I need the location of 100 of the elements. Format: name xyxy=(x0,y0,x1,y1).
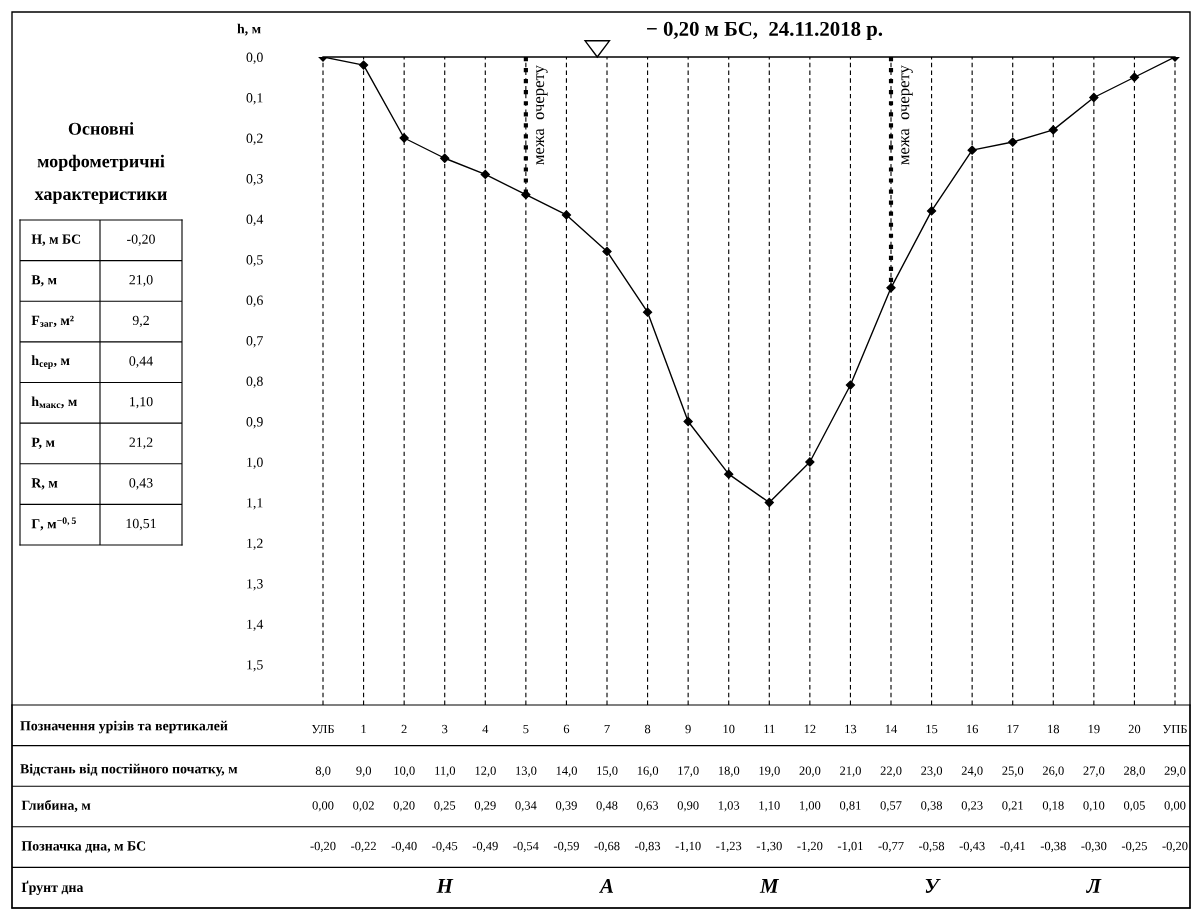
x-tick-label: 1 xyxy=(361,724,366,734)
x-tick-label: 17 xyxy=(1007,724,1019,734)
x2-tick-label: 24,0 xyxy=(961,766,983,777)
text: -1,23 xyxy=(716,841,742,853)
text: 0,25 xyxy=(434,801,456,812)
category-label: Глибина, м xyxy=(21,799,91,812)
x-tick-label: 3 xyxy=(442,724,448,734)
y-tick-label: 1,0 xyxy=(247,457,263,469)
ref-line-label: − 0,20 м БС, 24.11.2018 р. xyxy=(647,21,883,41)
text: 9,2 xyxy=(132,315,149,328)
text: -0,40 xyxy=(391,841,417,853)
x-tick-label: 8 xyxy=(644,724,651,734)
x2-tick-label: 19,0 xyxy=(759,766,780,777)
text: -0,20 xyxy=(1162,841,1188,853)
text: Н xyxy=(436,879,454,893)
text: У xyxy=(925,879,941,893)
x2-tick-label: 16,0 xyxy=(637,766,659,777)
text: -0,68 xyxy=(594,841,620,853)
x2-tick-label: 14,0 xyxy=(556,766,577,777)
x-tick-label: 19 xyxy=(1088,724,1100,734)
category-label: h$_{макс}$, м xyxy=(31,396,77,409)
category-label: B, м xyxy=(31,275,57,287)
category-label: F$_{заг}$, м² xyxy=(31,315,74,328)
text: 1,03 xyxy=(718,801,740,812)
category-label: h$_{сер}$, м xyxy=(31,355,70,369)
text: М xyxy=(759,879,780,893)
category-label: Ґрунт дна xyxy=(21,880,84,895)
x-tick-label: 16 xyxy=(966,724,979,734)
text: 0,63 xyxy=(637,801,659,812)
text: -0,58 xyxy=(919,841,945,853)
x2-tick-label: 23,0 xyxy=(921,766,943,777)
x-axis-title: Позначення урізів та вертикалей xyxy=(20,720,228,734)
y-tick-label: 1,2 xyxy=(247,538,263,550)
ref-line-label: межа очерету xyxy=(901,65,913,165)
x-tick-label: 13 xyxy=(845,724,857,734)
text: -1,01 xyxy=(837,841,863,853)
x-tick-label: 12 xyxy=(804,724,816,734)
x-tick-label: 14 xyxy=(885,724,898,734)
text: -0,43 xyxy=(959,841,985,853)
text: 0,38 xyxy=(921,801,943,812)
text: 0,05 xyxy=(1123,801,1145,812)
y-tick-label: 1,3 xyxy=(247,579,263,591)
text: -1,30 xyxy=(756,841,782,853)
y-tick-label: 1,1 xyxy=(247,498,263,510)
x2-tick-label: 17,0 xyxy=(678,766,699,777)
category-label: H, м БС xyxy=(31,234,81,246)
y-tick-label: 0,0 xyxy=(246,52,263,64)
y-tick-label: 0,9 xyxy=(246,417,263,429)
category-label: P, м xyxy=(31,437,55,449)
x-tick-label: 20 xyxy=(1128,724,1141,734)
x-tick-label: 18 xyxy=(1048,724,1060,734)
x-tick-label: 9 xyxy=(685,724,691,734)
x2-tick-label: 12,0 xyxy=(475,766,496,777)
text: -0,22 xyxy=(351,841,376,853)
text: 1,10 xyxy=(130,396,153,409)
text: -0,41 xyxy=(1000,841,1025,853)
text: -1,10 xyxy=(675,841,701,853)
y-tick-label: 0,5 xyxy=(246,255,263,267)
text: -0,49 xyxy=(472,841,498,853)
y-tick-label: 0,2 xyxy=(246,133,263,145)
text: -0,20 xyxy=(310,841,336,853)
text: 0,57 xyxy=(880,801,902,812)
text: -0,77 xyxy=(878,841,904,853)
x-tick-label: 7 xyxy=(604,724,610,734)
x-tick-label: 15 xyxy=(926,724,938,734)
category-label: Г, м$^{−0,5}$ xyxy=(31,517,76,531)
text: -0,54 xyxy=(513,841,539,853)
category-label: Позначка дна, м БС xyxy=(21,841,146,853)
text: -0,30 xyxy=(1081,841,1107,853)
y-tick-label: 0,1 xyxy=(246,93,263,105)
x2-tick-label: 21,0 xyxy=(840,766,861,777)
text: 0,81 xyxy=(839,801,861,812)
x-tick-label: 10 xyxy=(723,724,735,734)
x-tick-label: УЛБ xyxy=(311,724,334,734)
text: 0,90 xyxy=(677,801,699,812)
x-tick-label: УПБ xyxy=(1162,724,1187,734)
text: 1,10 xyxy=(759,801,780,812)
x2-tick-label: 25,0 xyxy=(1002,766,1024,777)
x-tick-label: 2 xyxy=(401,724,407,734)
y-tick-label: 0,6 xyxy=(246,295,263,307)
x2-tick-label: 11,0 xyxy=(435,766,456,777)
text: -0,83 xyxy=(635,841,661,853)
x2-tick-label: 26,0 xyxy=(1042,766,1064,777)
text: 21,2 xyxy=(129,437,153,449)
text: 0,29 xyxy=(474,801,496,812)
text: 0,34 xyxy=(515,801,537,812)
text: А xyxy=(598,878,614,893)
text: 0,02 xyxy=(353,801,374,812)
x2-tick-label: 27,0 xyxy=(1083,766,1105,777)
text: 0,44 xyxy=(129,356,153,368)
x-tick-label: 5 xyxy=(523,724,529,734)
text: 0,00 xyxy=(312,801,334,812)
text: 10,51 xyxy=(126,518,156,531)
x2-tick-label: 8,0 xyxy=(315,766,331,777)
ref-line-label: межа очерету xyxy=(536,65,548,165)
y-tick-label: 0,3 xyxy=(246,174,263,186)
text: 1,00 xyxy=(800,801,821,812)
text: 0,23 xyxy=(961,801,983,812)
x2-tick-label: 29,0 xyxy=(1164,766,1186,777)
text: Л xyxy=(1086,879,1102,893)
